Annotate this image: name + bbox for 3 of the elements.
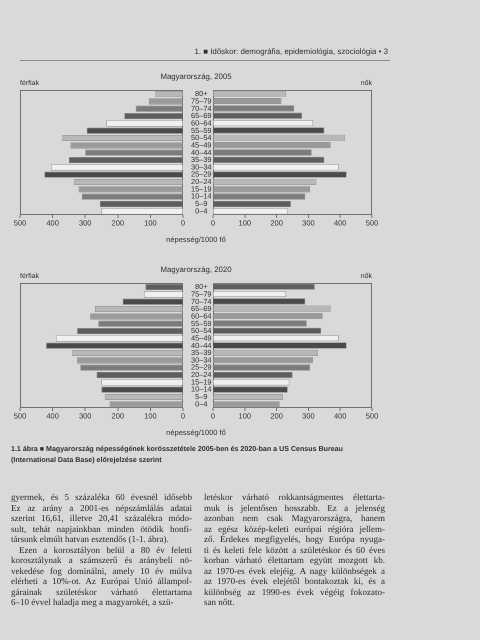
text: gyermek, és 5 százaléka 60 évesnél idősebb Ez az arány a 2001-es népszámlálás adatai szerint 16,61, illetve 20,41 százalékra módo- sult, tehát napjainkban minden ötödik honfi- társunk elmúlt hatvan esztendős (1-1. ábra). <box>11 492 192 544</box>
text: letéskor várható rokkantságmentes élettarta- muk is jelentősen hosszabb. Ez a jelenség azonban nem csak Magyarországra, hanem az egész közép-keleti európai régióra jellem- ző. Érdekes megfigyelés, hogy Európa nyuga- ti és keleti fele között a születéskor és 60 éves korban várható élettartam együtt mozgott kb. az 1970-es évek elejéig. A nagy különbségek a az 1970-es évek elejétől bontakoztak ki, és a különbség az 1990-es évek végéig fokozato- san nőtt. <box>204 492 385 607</box>
text: Ezen a korosztályon belül a 80 év feletti korosztálynak a számszerű és aránybeli nö- vekedése fog dominálni, amely 10 év múlva elérheti a 10%-ot. Az Európai Unió állampol- gárainak születéskor várható élettartama 6–10 évvel haladja meg a magyarokét, a szü- <box>11 544 192 608</box>
